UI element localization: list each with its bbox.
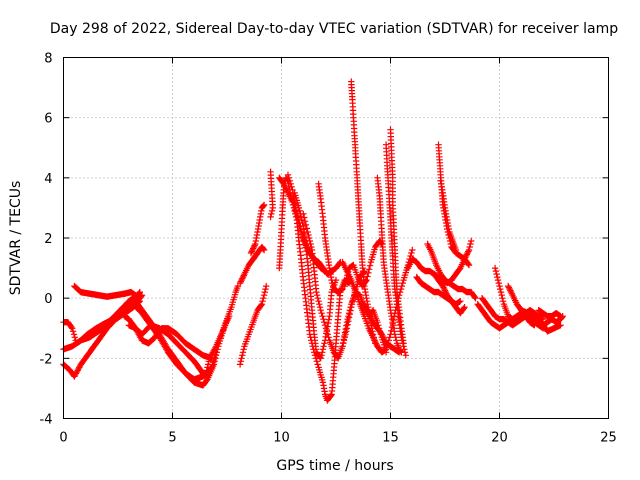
grid [63,57,609,419]
data-series [491,264,516,323]
series-points [236,282,270,368]
data-series [236,243,268,287]
data-series [315,180,346,296]
x-tick-label: 5 [168,431,176,446]
data-series [430,270,468,317]
data-series [374,174,405,356]
y-tick-label: 2 [44,232,52,247]
data-series [437,177,460,254]
series-points [437,177,460,254]
data-series [276,174,353,404]
chart-title: Day 298 of 2022, Sidereal Day-to-day VTE… [50,21,618,37]
x-tick-label: 10 [273,431,290,446]
data-series [121,313,215,362]
series-points [339,288,390,356]
tick-labels: 0 5 10 15 20 25 -4 -2 0 2 4 6 8 [40,52,617,446]
series-points [341,237,385,290]
data-marks [60,78,566,404]
series-points [518,307,564,335]
x-tick-label: 25 [600,431,617,446]
y-tick-label: 6 [44,112,52,127]
data-series [236,282,270,368]
series-points [82,292,141,341]
series-points [374,174,405,356]
x-tick-label: 20 [491,431,508,446]
data-series [424,240,479,302]
series-points [284,171,344,278]
series-points [267,168,276,221]
series-points [276,174,353,404]
y-tick-label: 4 [44,172,52,187]
series-points [387,126,407,347]
y-tick-label: 8 [44,52,52,67]
series-points [71,282,139,300]
data-series [284,171,344,278]
y-tick-label: 0 [44,292,52,307]
data-series [247,201,268,257]
series-points [435,141,473,269]
x-tick-label: 15 [382,431,399,446]
data-series [60,298,143,380]
y-tick-label: -2 [40,352,53,367]
data-series [267,168,276,221]
series-points [430,270,468,317]
data-series [387,126,407,347]
data-series [341,237,385,290]
data-series [339,288,390,356]
data-series [518,307,564,335]
x-tick-label: 0 [59,431,67,446]
series-points [236,243,268,287]
data-series [71,282,139,300]
y-tick-label: -4 [40,413,53,428]
x-axis-label: GPS time / hours [276,458,393,474]
series-points [60,298,143,380]
series-points [424,240,479,302]
series-points [491,264,516,323]
series-points [315,180,346,296]
plot-frame [63,57,609,419]
series-points [121,313,215,362]
data-series [82,292,141,341]
series-points [247,201,268,257]
data-series [435,141,473,269]
y-axis-label: SDTVAR / TECUs [8,181,24,296]
